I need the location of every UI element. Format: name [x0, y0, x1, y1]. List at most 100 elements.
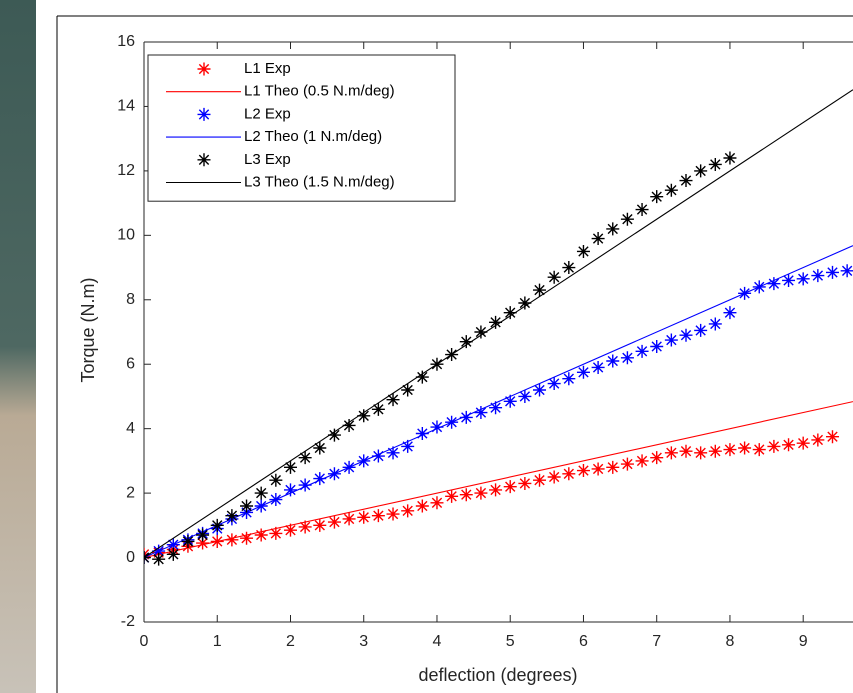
- data-point: [606, 354, 620, 368]
- data-point: [562, 372, 576, 386]
- data-point: [415, 427, 429, 440]
- legend-marker: [197, 62, 211, 76]
- x-tick-label: 0: [140, 633, 149, 650]
- data-point: [445, 489, 459, 503]
- data-point: [518, 296, 532, 310]
- x-tick-label: 1: [213, 633, 222, 650]
- y-tick-label: 0: [126, 549, 135, 566]
- data-point: [489, 315, 503, 329]
- data-point: [459, 488, 473, 502]
- data-point: [664, 183, 678, 197]
- data-point: [533, 283, 547, 297]
- y-tick-label: 16: [117, 33, 135, 50]
- data-point: [694, 446, 708, 460]
- data-point: [240, 499, 254, 513]
- data-point: [181, 534, 195, 548]
- legend-label: L3 Theo (1.5 N.m/deg): [244, 173, 395, 190]
- x-tick-label: 3: [359, 633, 368, 650]
- legend-label: L1 Exp: [244, 60, 291, 77]
- data-point: [518, 389, 532, 403]
- data-point: [767, 439, 781, 453]
- data-point: [650, 340, 664, 353]
- legend-marker: [197, 107, 211, 121]
- data-point: [401, 504, 415, 518]
- x-tick-label: 5: [506, 633, 515, 650]
- x-tick-label: 8: [725, 633, 734, 650]
- data-point: [591, 232, 605, 246]
- data-point: [298, 451, 312, 465]
- data-point: [254, 486, 268, 500]
- photo-strip: [0, 0, 36, 693]
- data-point: [401, 439, 415, 453]
- y-tick-label: 4: [126, 420, 135, 437]
- data-point: [503, 394, 517, 408]
- data-point: [679, 328, 693, 342]
- data-point: [415, 370, 429, 384]
- y-tick-label: 2: [126, 484, 135, 501]
- y-axis-label: Torque (N.m): [78, 277, 98, 382]
- data-point: [327, 428, 341, 442]
- data-point: [679, 174, 693, 188]
- data-point: [576, 365, 590, 379]
- data-point: [533, 383, 547, 397]
- data-point: [547, 470, 561, 484]
- data-point: [606, 460, 620, 474]
- data-point: [313, 472, 327, 486]
- data-point: [357, 510, 371, 524]
- data-point: [489, 401, 503, 415]
- data-point: [196, 528, 210, 542]
- legend-label: L2 Exp: [244, 105, 291, 122]
- plot-area: [144, 89, 853, 566]
- data-point: [313, 441, 327, 455]
- legend-label: L3 Exp: [244, 151, 291, 168]
- data-point: [240, 531, 254, 545]
- x-tick-label: 9: [799, 633, 808, 650]
- legend-label: L1 Theo (0.5 N.m/deg): [244, 83, 395, 100]
- data-point: [811, 269, 825, 283]
- data-point: [723, 306, 737, 320]
- data-point: [210, 518, 224, 532]
- data-point: [386, 446, 400, 460]
- data-point: [562, 467, 576, 481]
- data-point: [371, 449, 385, 463]
- data-point: [327, 515, 341, 529]
- data-point: [503, 480, 517, 494]
- data-point: [415, 499, 429, 513]
- data-point: [782, 438, 796, 452]
- data-point: [723, 443, 737, 457]
- data-point: [283, 523, 297, 537]
- data-point: [371, 509, 385, 523]
- data-point: [342, 512, 356, 526]
- data-point: [474, 406, 488, 420]
- data-point: [664, 333, 678, 347]
- data-line: [144, 89, 853, 559]
- data-point: [738, 441, 752, 455]
- data-point: [386, 507, 400, 521]
- data-point: [796, 272, 810, 286]
- y-tick-label: 8: [126, 291, 135, 308]
- data-point: [694, 323, 708, 337]
- data-point: [694, 164, 708, 178]
- x-axis-label: deflection (degrees): [418, 665, 577, 685]
- data-point: [225, 533, 239, 547]
- y-tick-label: 6: [126, 355, 135, 372]
- data-point: [708, 317, 722, 331]
- data-line: [144, 245, 853, 559]
- data-point: [503, 306, 517, 320]
- data-point: [269, 526, 283, 540]
- y-tick-label: 14: [117, 98, 135, 115]
- data-point: [796, 436, 810, 450]
- data-point: [357, 409, 371, 423]
- legend: L1 Exp L1 Theo (0.5 N.m/deg) L2 Exp L2 Theo…: [147, 54, 456, 202]
- x-tick-label: 7: [652, 633, 661, 650]
- legend-label: L2 Theo (1 N.m/deg): [244, 128, 382, 145]
- data-point: [254, 528, 268, 542]
- legend-box: [147, 54, 456, 202]
- data-point: [298, 520, 312, 534]
- data-point: [430, 420, 444, 434]
- data-point: [782, 273, 796, 287]
- data-point: [825, 265, 839, 279]
- data-point: [474, 486, 488, 500]
- data-point: [298, 478, 312, 492]
